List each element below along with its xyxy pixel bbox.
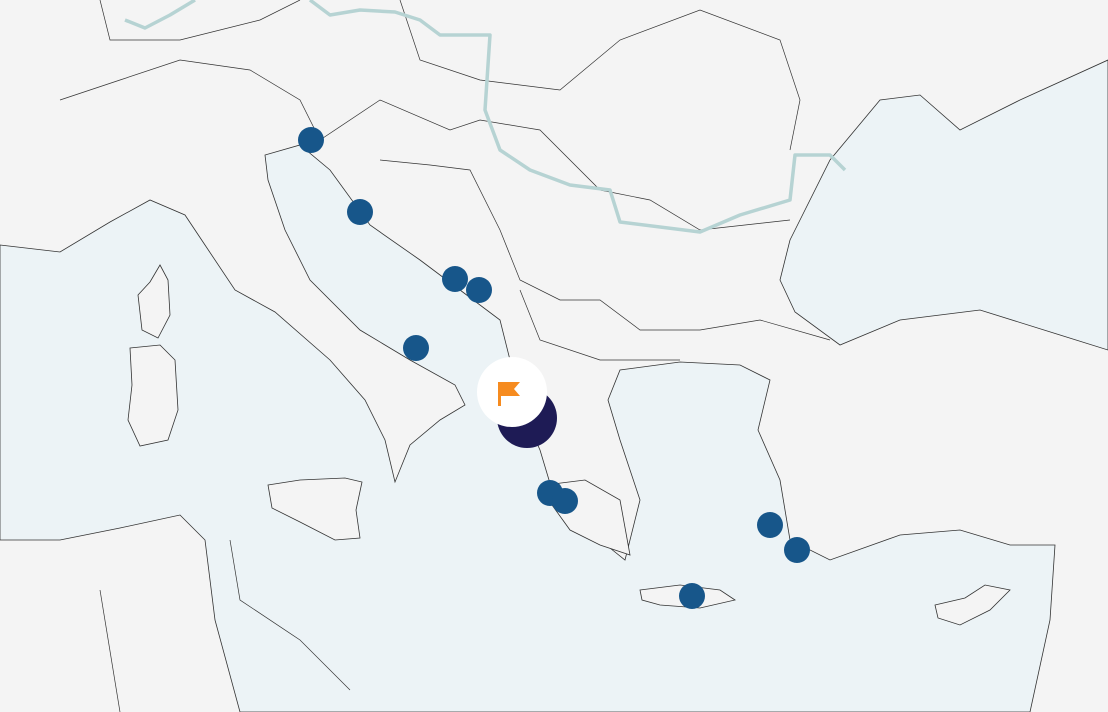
black-sea <box>779 59 1108 351</box>
location-marker[interactable] <box>757 512 783 538</box>
location-marker[interactable] <box>442 266 468 292</box>
cyprus <box>934 584 1011 626</box>
location-marker[interactable] <box>466 277 492 303</box>
flag-icon[interactable] <box>498 382 520 406</box>
location-marker[interactable] <box>784 537 810 563</box>
rivers <box>124 0 847 234</box>
selected-cluster[interactable] <box>477 357 557 448</box>
country-borders <box>59 0 831 712</box>
corsica <box>137 264 171 339</box>
markers-layer[interactable] <box>298 127 810 609</box>
location-marker[interactable] <box>298 127 324 153</box>
location-marker[interactable] <box>347 199 373 225</box>
location-marker[interactable] <box>403 335 429 361</box>
location-marker[interactable] <box>679 583 705 609</box>
location-marker[interactable] <box>552 488 578 514</box>
sardinia <box>127 344 179 447</box>
sicily <box>267 477 363 541</box>
